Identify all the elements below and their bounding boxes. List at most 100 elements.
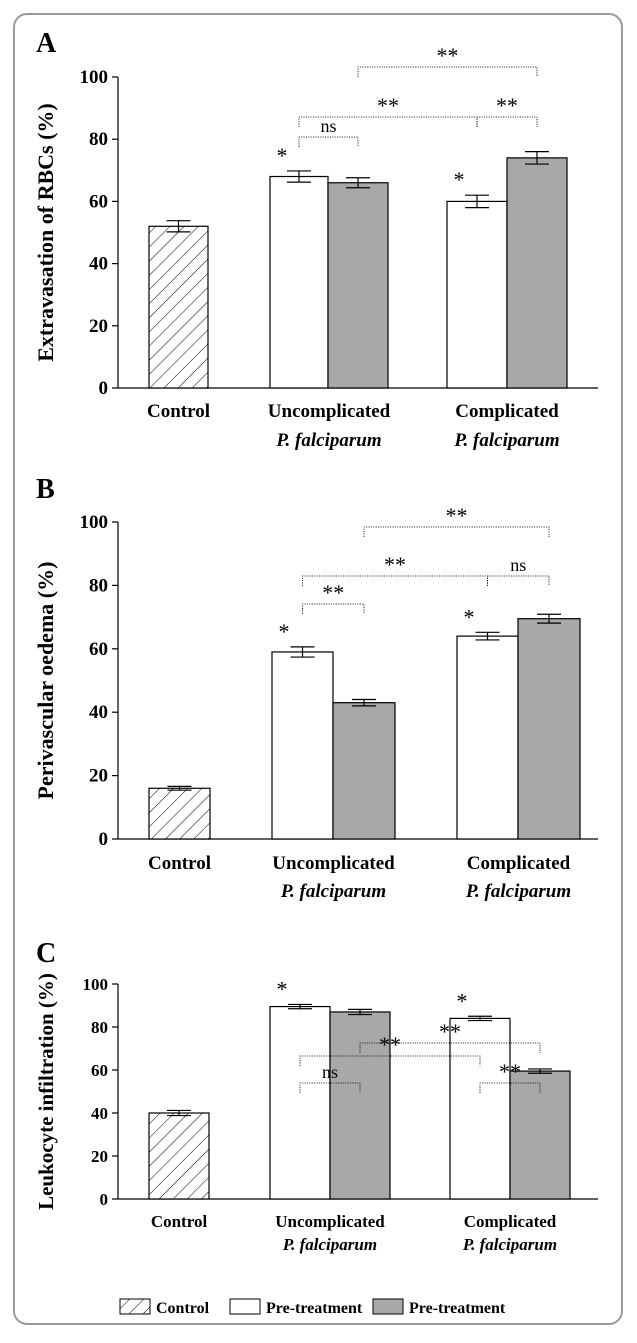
bar	[269, 1005, 331, 1200]
x-category-label: Uncomplicated	[272, 853, 395, 874]
y-tick-label: 100	[83, 975, 109, 994]
x-category-sublabel: P. falciparum	[275, 430, 381, 451]
y-tick-label: 20	[91, 1147, 108, 1166]
bar-group: * Uncomplicated P. falciparum	[268, 143, 391, 451]
bar	[517, 618, 581, 840]
error-bar	[475, 631, 500, 641]
significance-bracket: **	[476, 93, 538, 127]
bracket-label: ns	[320, 116, 336, 136]
panel-letter: B	[36, 474, 55, 505]
panel-letter: C	[36, 938, 56, 969]
error-bar	[290, 646, 315, 658]
bracket-line	[359, 1042, 541, 1053]
significance-bracket: ns	[487, 555, 550, 586]
error-bar	[525, 151, 549, 165]
x-category-label: Complicated	[464, 1212, 557, 1231]
bar	[506, 157, 568, 389]
y-tick-label: 0	[99, 829, 109, 850]
y-tick-label: 100	[80, 512, 109, 533]
x-category-label: Control	[147, 401, 210, 422]
y-tick-label: 20	[89, 766, 108, 787]
legend-item: Control	[119, 1298, 210, 1317]
bar-group: * Uncomplicated P. falciparum	[269, 976, 391, 1254]
significance-bracket: **	[359, 1019, 541, 1053]
x-category-label: Uncomplicated	[275, 1212, 385, 1231]
bracket-line	[298, 136, 359, 147]
bracket-line	[299, 1055, 481, 1066]
bar	[269, 175, 329, 389]
chart-panel-a: A 0 20 40 60 80 100 Extravasation of RBCs (%) Co…	[33, 28, 598, 451]
bar-group: * Complicated P. falciparum	[449, 988, 571, 1254]
x-category-label: Uncomplicated	[268, 401, 391, 422]
chart-panel-c: C 0 20 40 60 80 100 Leukocyte infiltration (%) C…	[34, 938, 598, 1254]
error-bar	[167, 1109, 191, 1117]
x-category-sublabel: P. falciparum	[280, 881, 386, 902]
bracket-label: **	[377, 93, 399, 118]
bracket-label: **	[379, 1032, 401, 1057]
y-tick-label: 60	[91, 1061, 108, 1080]
y-tick-label: 60	[89, 639, 108, 660]
error-bar	[287, 170, 311, 183]
bar-group: * Complicated P. falciparum	[456, 604, 581, 902]
bar	[271, 651, 334, 840]
significance-star: *	[454, 167, 465, 192]
legend-label: Control	[156, 1300, 210, 1317]
x-category-sublabel: P. falciparum	[462, 1235, 557, 1254]
error-bar	[167, 785, 192, 791]
legend-item: Pre-treatment	[372, 1298, 506, 1317]
y-tick-label: 40	[89, 254, 108, 275]
bracket-line	[363, 526, 550, 537]
significance-bracket: **	[479, 1059, 541, 1093]
significance-bracket: ns	[299, 1062, 361, 1093]
bracket-label: **	[499, 1059, 521, 1084]
y-tick-label: 40	[89, 702, 108, 723]
bar-group: Control	[148, 1109, 210, 1231]
y-tick-label: 40	[91, 1104, 108, 1123]
significance-star: *	[277, 143, 288, 168]
significance-bracket: **	[299, 1032, 481, 1066]
bracket-line	[299, 1082, 361, 1093]
bar	[446, 200, 508, 389]
significance-star: *	[464, 604, 475, 629]
bracket-label: ns	[322, 1062, 338, 1082]
bracket-label: **	[322, 580, 344, 605]
x-category-label: Control	[148, 853, 211, 874]
legend-label: Pre-treatment	[266, 1300, 363, 1317]
significance-star: *	[277, 976, 288, 1001]
error-bar	[352, 698, 376, 707]
y-tick-label: 60	[89, 191, 108, 212]
bar	[148, 225, 209, 389]
error-bar	[537, 613, 561, 624]
bracket-line	[479, 1082, 541, 1093]
y-tick-label: 100	[80, 67, 109, 88]
bar	[456, 635, 519, 840]
significance-star: *	[279, 619, 290, 644]
y-axis-title: Perivascular oedema (%)	[33, 562, 58, 800]
significance-bracket: ns	[298, 116, 359, 147]
error-bar	[528, 1068, 552, 1074]
x-category-label: Complicated	[467, 853, 571, 874]
bar	[148, 1112, 210, 1200]
significance-bracket: **	[363, 503, 550, 537]
bracket-line	[302, 603, 365, 614]
legend-item: Pre-treatment	[229, 1298, 363, 1317]
y-axis-title: Extravasation of RBCs (%)	[33, 103, 58, 362]
y-tick-label: 0	[99, 378, 109, 399]
bracket-line	[487, 575, 550, 586]
significance-bracket: **	[357, 43, 538, 77]
legend-swatch	[119, 1298, 151, 1315]
x-category-sublabel: P. falciparum	[453, 430, 559, 451]
figure-frame	[13, 13, 623, 1325]
y-tick-label: 80	[89, 129, 108, 150]
x-category-label: Complicated	[455, 401, 559, 422]
x-category-label: Control	[151, 1212, 208, 1231]
y-tick-label: 80	[91, 1018, 108, 1037]
error-bar	[346, 177, 370, 189]
bracket-label: ns	[510, 555, 526, 575]
bracket-label: **	[446, 503, 468, 528]
bar	[327, 182, 389, 389]
bracket-label: **	[496, 93, 518, 118]
bar	[148, 787, 211, 840]
bar-group: Control	[147, 220, 210, 422]
